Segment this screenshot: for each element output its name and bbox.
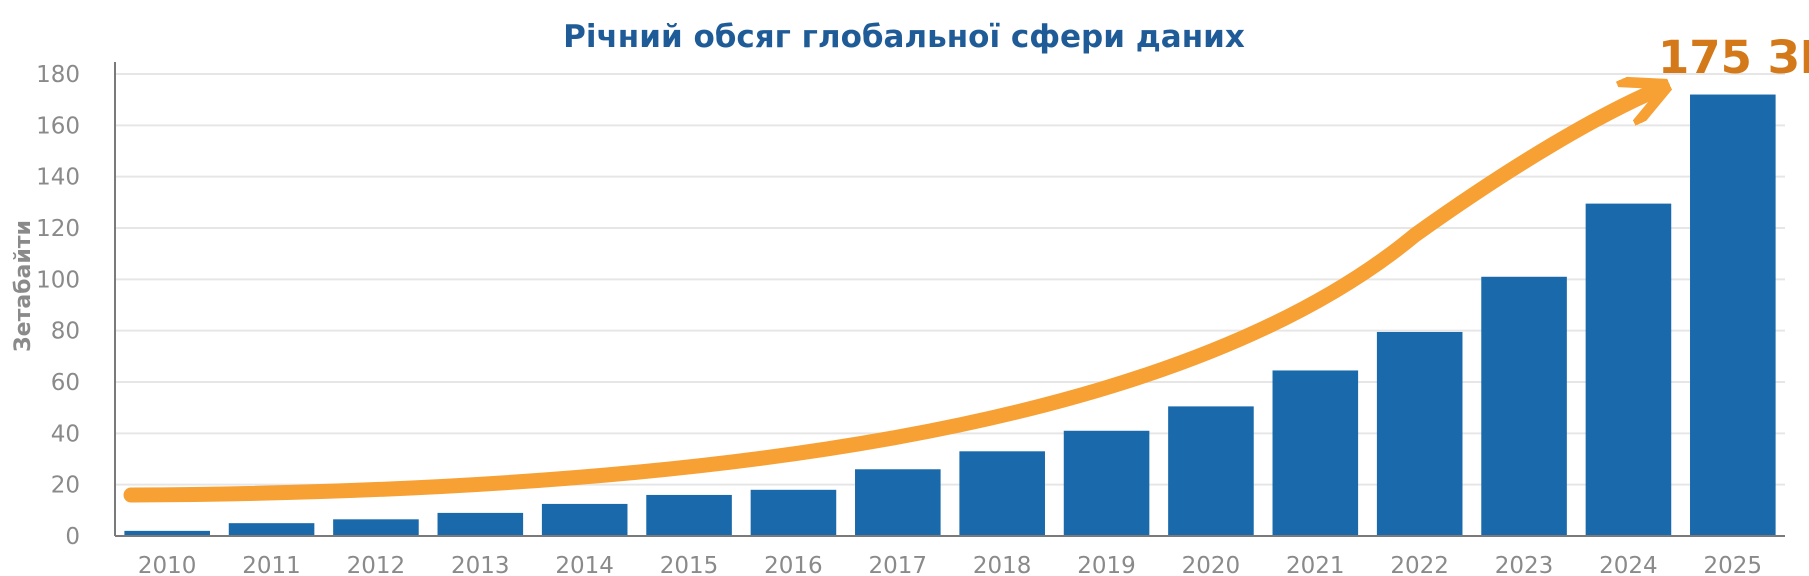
y-tick-label: 20: [51, 473, 80, 499]
y-tick-label: 180: [36, 62, 80, 88]
bar: [1168, 406, 1254, 536]
x-tick-label: 2024: [1599, 553, 1658, 576]
bar: [437, 512, 524, 536]
x-tick-label: 2017: [869, 553, 928, 576]
y-tick-label: 120: [36, 216, 80, 242]
y-axis-label: Зетабайти: [11, 220, 36, 352]
x-tick-label: 2023: [1495, 553, 1554, 576]
bar: [750, 489, 837, 536]
bar: [1376, 331, 1463, 536]
y-tick-label: 160: [36, 113, 80, 139]
x-tick-labels: 2010 2011 2012 2013 2014 2015 2016 2017 2018 2019…: [138, 553, 1762, 576]
bar: [228, 523, 315, 536]
x-tick-label: 2022: [1390, 553, 1449, 576]
bar: [1063, 430, 1150, 536]
y-tick-label: 0: [65, 524, 80, 550]
x-tick-label: 2011: [242, 553, 301, 576]
bar: [1690, 94, 1776, 537]
y-tick-label: 80: [51, 319, 80, 345]
bar: [333, 519, 419, 536]
callout-label: 175 ЗБ: [1658, 31, 1809, 84]
y-tick-label: 140: [36, 165, 80, 191]
bar-series: [124, 94, 1776, 537]
bar: [541, 503, 628, 536]
x-tick-label: 2019: [1077, 553, 1136, 576]
x-tick-label: 2013: [451, 553, 510, 576]
x-tick-label: 2015: [660, 553, 719, 576]
gridlines: [115, 73, 1785, 486]
chart-title: Річний обсяг глобальної сфери даних: [563, 19, 1245, 55]
bar: [855, 469, 941, 536]
x-tick-label: 2012: [347, 553, 406, 576]
x-tick-label: 2014: [555, 553, 614, 576]
y-tick-label: 60: [51, 370, 80, 396]
growth-arrow: [123, 92, 1652, 503]
x-tick-label: 2010: [138, 553, 197, 576]
y-tick-label: 100: [36, 267, 80, 293]
bar: [1585, 203, 1672, 536]
bar: [124, 530, 210, 536]
x-tick-label: 2020: [1182, 553, 1241, 576]
y-tick-labels: 0 20 40 60 80 100 120 140 160 180: [36, 62, 80, 550]
bar: [1272, 370, 1359, 536]
x-tick-label: 2016: [764, 553, 823, 576]
x-tick-label: 2018: [973, 553, 1032, 576]
bar: [1481, 276, 1567, 536]
bar: [959, 451, 1045, 536]
x-tick-label: 2025: [1704, 553, 1763, 576]
bar: [646, 494, 732, 536]
x-tick-label: 2021: [1286, 553, 1345, 576]
y-tick-label: 40: [51, 421, 80, 447]
